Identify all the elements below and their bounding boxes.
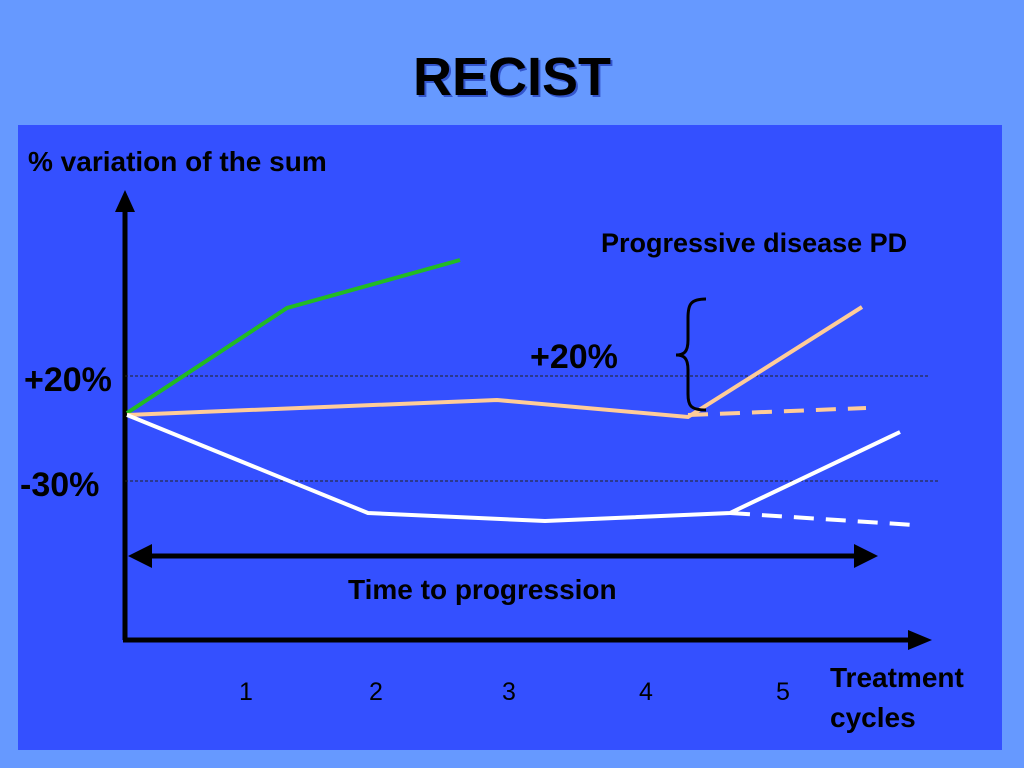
pd-label: Progressive disease PD [601,228,908,258]
ttp-arrow-right-head [854,544,878,568]
x-tick-label: 2 [369,678,383,706]
x-axis-label-line2: cycles [830,702,916,733]
ttp-arrow-left-head [128,544,152,568]
series-white-line [126,413,901,524]
threshold-minus30-label: -30% [20,466,100,504]
series-green-line [125,258,461,415]
pd-increment-label: +20% [530,338,618,376]
y-axis-label: % variation of the sum [28,146,327,177]
ttp-label: Time to progression [348,574,617,605]
series-peach-dashed-line [687,406,867,417]
slide-title: RECIST [412,47,612,107]
series-peach-line [126,305,864,420]
x-tick-label: 4 [639,678,653,706]
x-tick-label: 3 [502,678,516,706]
threshold-plus20-label: +20% [24,361,112,399]
x-tick-label: 5 [776,678,790,706]
series-white-dashed-line [729,511,915,527]
x-axis-label-line1: Treatment [830,662,964,693]
x-tick-label: 1 [239,678,253,706]
x-axis-arrowhead [908,630,932,650]
y-axis-arrowhead [115,190,135,212]
pd-curly-brace [675,297,707,412]
